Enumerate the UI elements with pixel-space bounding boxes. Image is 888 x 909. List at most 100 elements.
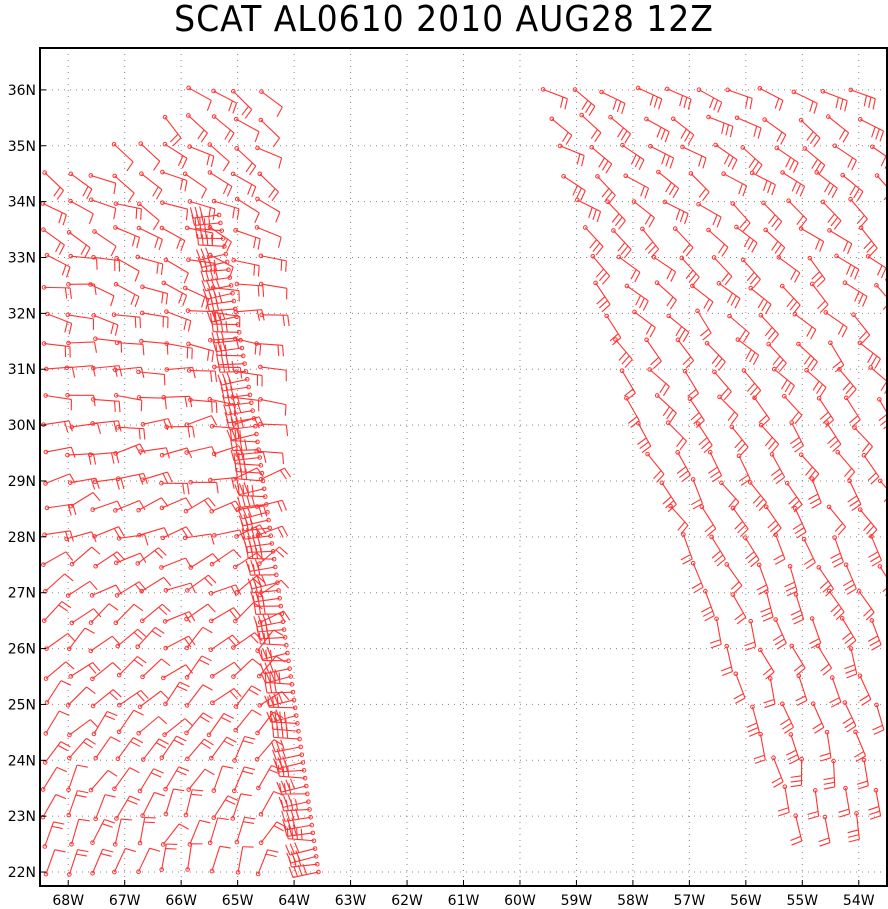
wind-barb (208, 584, 242, 597)
wind-barb (273, 756, 306, 770)
wind-barb (549, 116, 573, 146)
wind-barb (69, 608, 102, 626)
wind-barb (834, 253, 860, 280)
wind-barb (680, 144, 707, 169)
wind-barb (734, 224, 758, 253)
wind-barb (868, 365, 888, 394)
wind-barb (66, 229, 91, 258)
wind-barb (235, 467, 266, 484)
wind-barb (758, 312, 779, 344)
wind-barb (234, 281, 265, 297)
wind-barb (696, 201, 722, 228)
wind-barb (185, 574, 217, 593)
wind-barb (232, 735, 256, 763)
wind-barb (721, 171, 748, 197)
wind-barb (186, 85, 212, 111)
wind-barb (257, 646, 290, 661)
wind-barb (782, 393, 803, 425)
wind-barb (283, 824, 316, 837)
wind-barb (115, 628, 147, 649)
wind-barb (186, 341, 215, 363)
wind-barb (163, 635, 196, 651)
wind-barb (184, 446, 217, 458)
wind-barb (211, 320, 242, 335)
lat-tick-label: 33N (8, 251, 36, 267)
wind-barb (780, 701, 795, 734)
wind-barb (113, 225, 141, 249)
wind-barb (798, 226, 825, 252)
wind-barb (695, 421, 713, 454)
wind-barb (666, 313, 690, 343)
wind-barb (780, 170, 806, 197)
wind-barb (668, 503, 689, 535)
wind-barb (259, 312, 290, 327)
wind-barb (40, 201, 67, 226)
wind-barb (727, 313, 750, 343)
wind-barb (644, 116, 670, 143)
wind-barb (259, 89, 283, 118)
wind-barb (231, 766, 256, 794)
wind-barb (593, 280, 611, 313)
wind-barb (623, 173, 650, 199)
wind-barb (757, 86, 784, 111)
wind-barb (763, 504, 782, 537)
wind-barb (242, 534, 275, 548)
wind-barb (662, 199, 689, 225)
wind-barb (114, 255, 140, 282)
wind-barb (746, 704, 760, 737)
wind-barb (258, 117, 281, 148)
wind-barb (818, 814, 831, 847)
wind-barb (254, 225, 282, 248)
wind-barb (88, 635, 121, 654)
wind-barb (136, 369, 166, 386)
wind-barb (64, 365, 96, 377)
wind-barb (88, 173, 117, 195)
lon-tick-label: 66W (165, 893, 197, 909)
wind-barb (264, 692, 297, 707)
lat-tick-label: 35N (8, 139, 36, 155)
wind-barb (113, 603, 144, 626)
lon-tick-label: 58W (617, 893, 649, 909)
wind-barb (589, 144, 613, 174)
lon-tick-label: 65W (222, 893, 254, 909)
wind-barb (835, 449, 856, 481)
wind-barb (258, 364, 287, 382)
wind-barb (729, 424, 749, 456)
wind-barb (210, 688, 242, 706)
wind-barb (159, 480, 190, 495)
wind-barb (137, 690, 169, 710)
wind-barb (67, 737, 96, 761)
wind-barb (706, 114, 734, 138)
wind-barb (245, 559, 278, 572)
wind-barb (215, 344, 246, 359)
map-frame (39, 47, 888, 887)
wind-barb (792, 311, 817, 340)
wind-barb (113, 281, 140, 308)
wind-barb (161, 664, 194, 681)
wind-barb (136, 395, 167, 410)
wind-barb (572, 87, 596, 116)
wind-barb (675, 337, 695, 369)
wind-barb (827, 228, 853, 255)
wind-barb (69, 818, 90, 847)
wind-barb (113, 500, 146, 513)
wind-barb (857, 117, 885, 142)
wind-barb (159, 497, 193, 511)
wind-barb (820, 89, 848, 112)
wind-barb (231, 632, 263, 650)
wind-barb (844, 646, 858, 679)
wind-barb (182, 171, 207, 199)
wind-barb (138, 141, 161, 171)
wind-barb (595, 174, 616, 205)
map-title: SCAT AL0610 2010 AUG28 12Z (174, 0, 714, 40)
wind-barb (65, 686, 96, 708)
wind-barb (115, 425, 146, 440)
wind-barb (561, 174, 586, 201)
wind-barb (773, 532, 786, 565)
wind-barb (620, 142, 645, 170)
lon-tick-label: 63W (335, 893, 367, 909)
wind-barb (255, 145, 283, 169)
wind-barb (719, 480, 740, 511)
wind-barb (857, 340, 881, 369)
wind-barb (640, 226, 660, 258)
